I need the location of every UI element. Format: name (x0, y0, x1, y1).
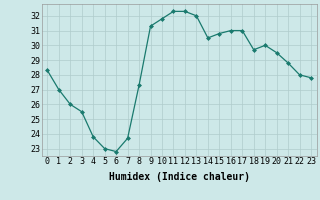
X-axis label: Humidex (Indice chaleur): Humidex (Indice chaleur) (109, 172, 250, 182)
